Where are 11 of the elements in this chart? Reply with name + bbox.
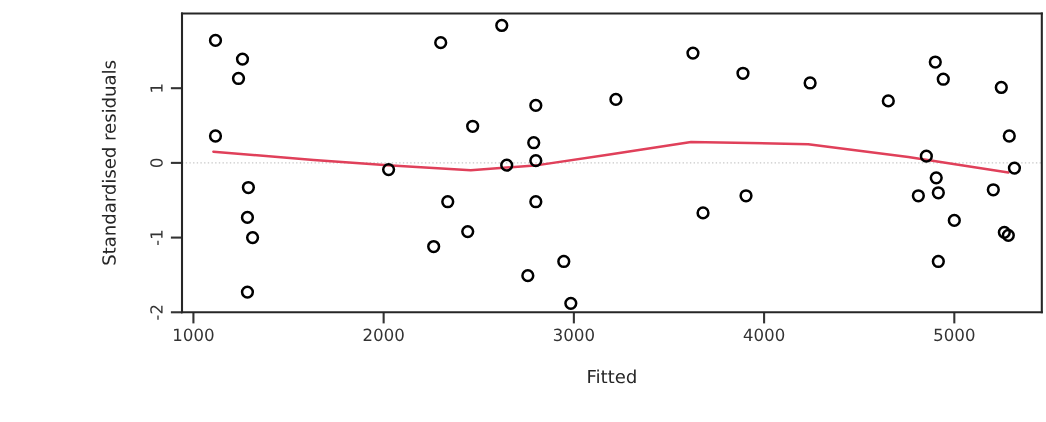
x-tick-label: 1000 xyxy=(174,328,214,342)
y-tick-label: 0 xyxy=(150,158,163,168)
y-tick-label: 1 xyxy=(150,84,163,92)
y-axis-title: Standardised residuals xyxy=(101,60,116,265)
x-tick-label: 2000 xyxy=(363,328,404,342)
x-tick-label: 5000 xyxy=(934,328,975,342)
x-axis-title: Fitted xyxy=(588,369,636,384)
y-tick-label: -1 xyxy=(150,230,163,246)
x-tick-label: 4000 xyxy=(743,328,785,342)
y-tick-label: -2 xyxy=(150,305,163,320)
x-tick-label: 3000 xyxy=(553,328,594,342)
